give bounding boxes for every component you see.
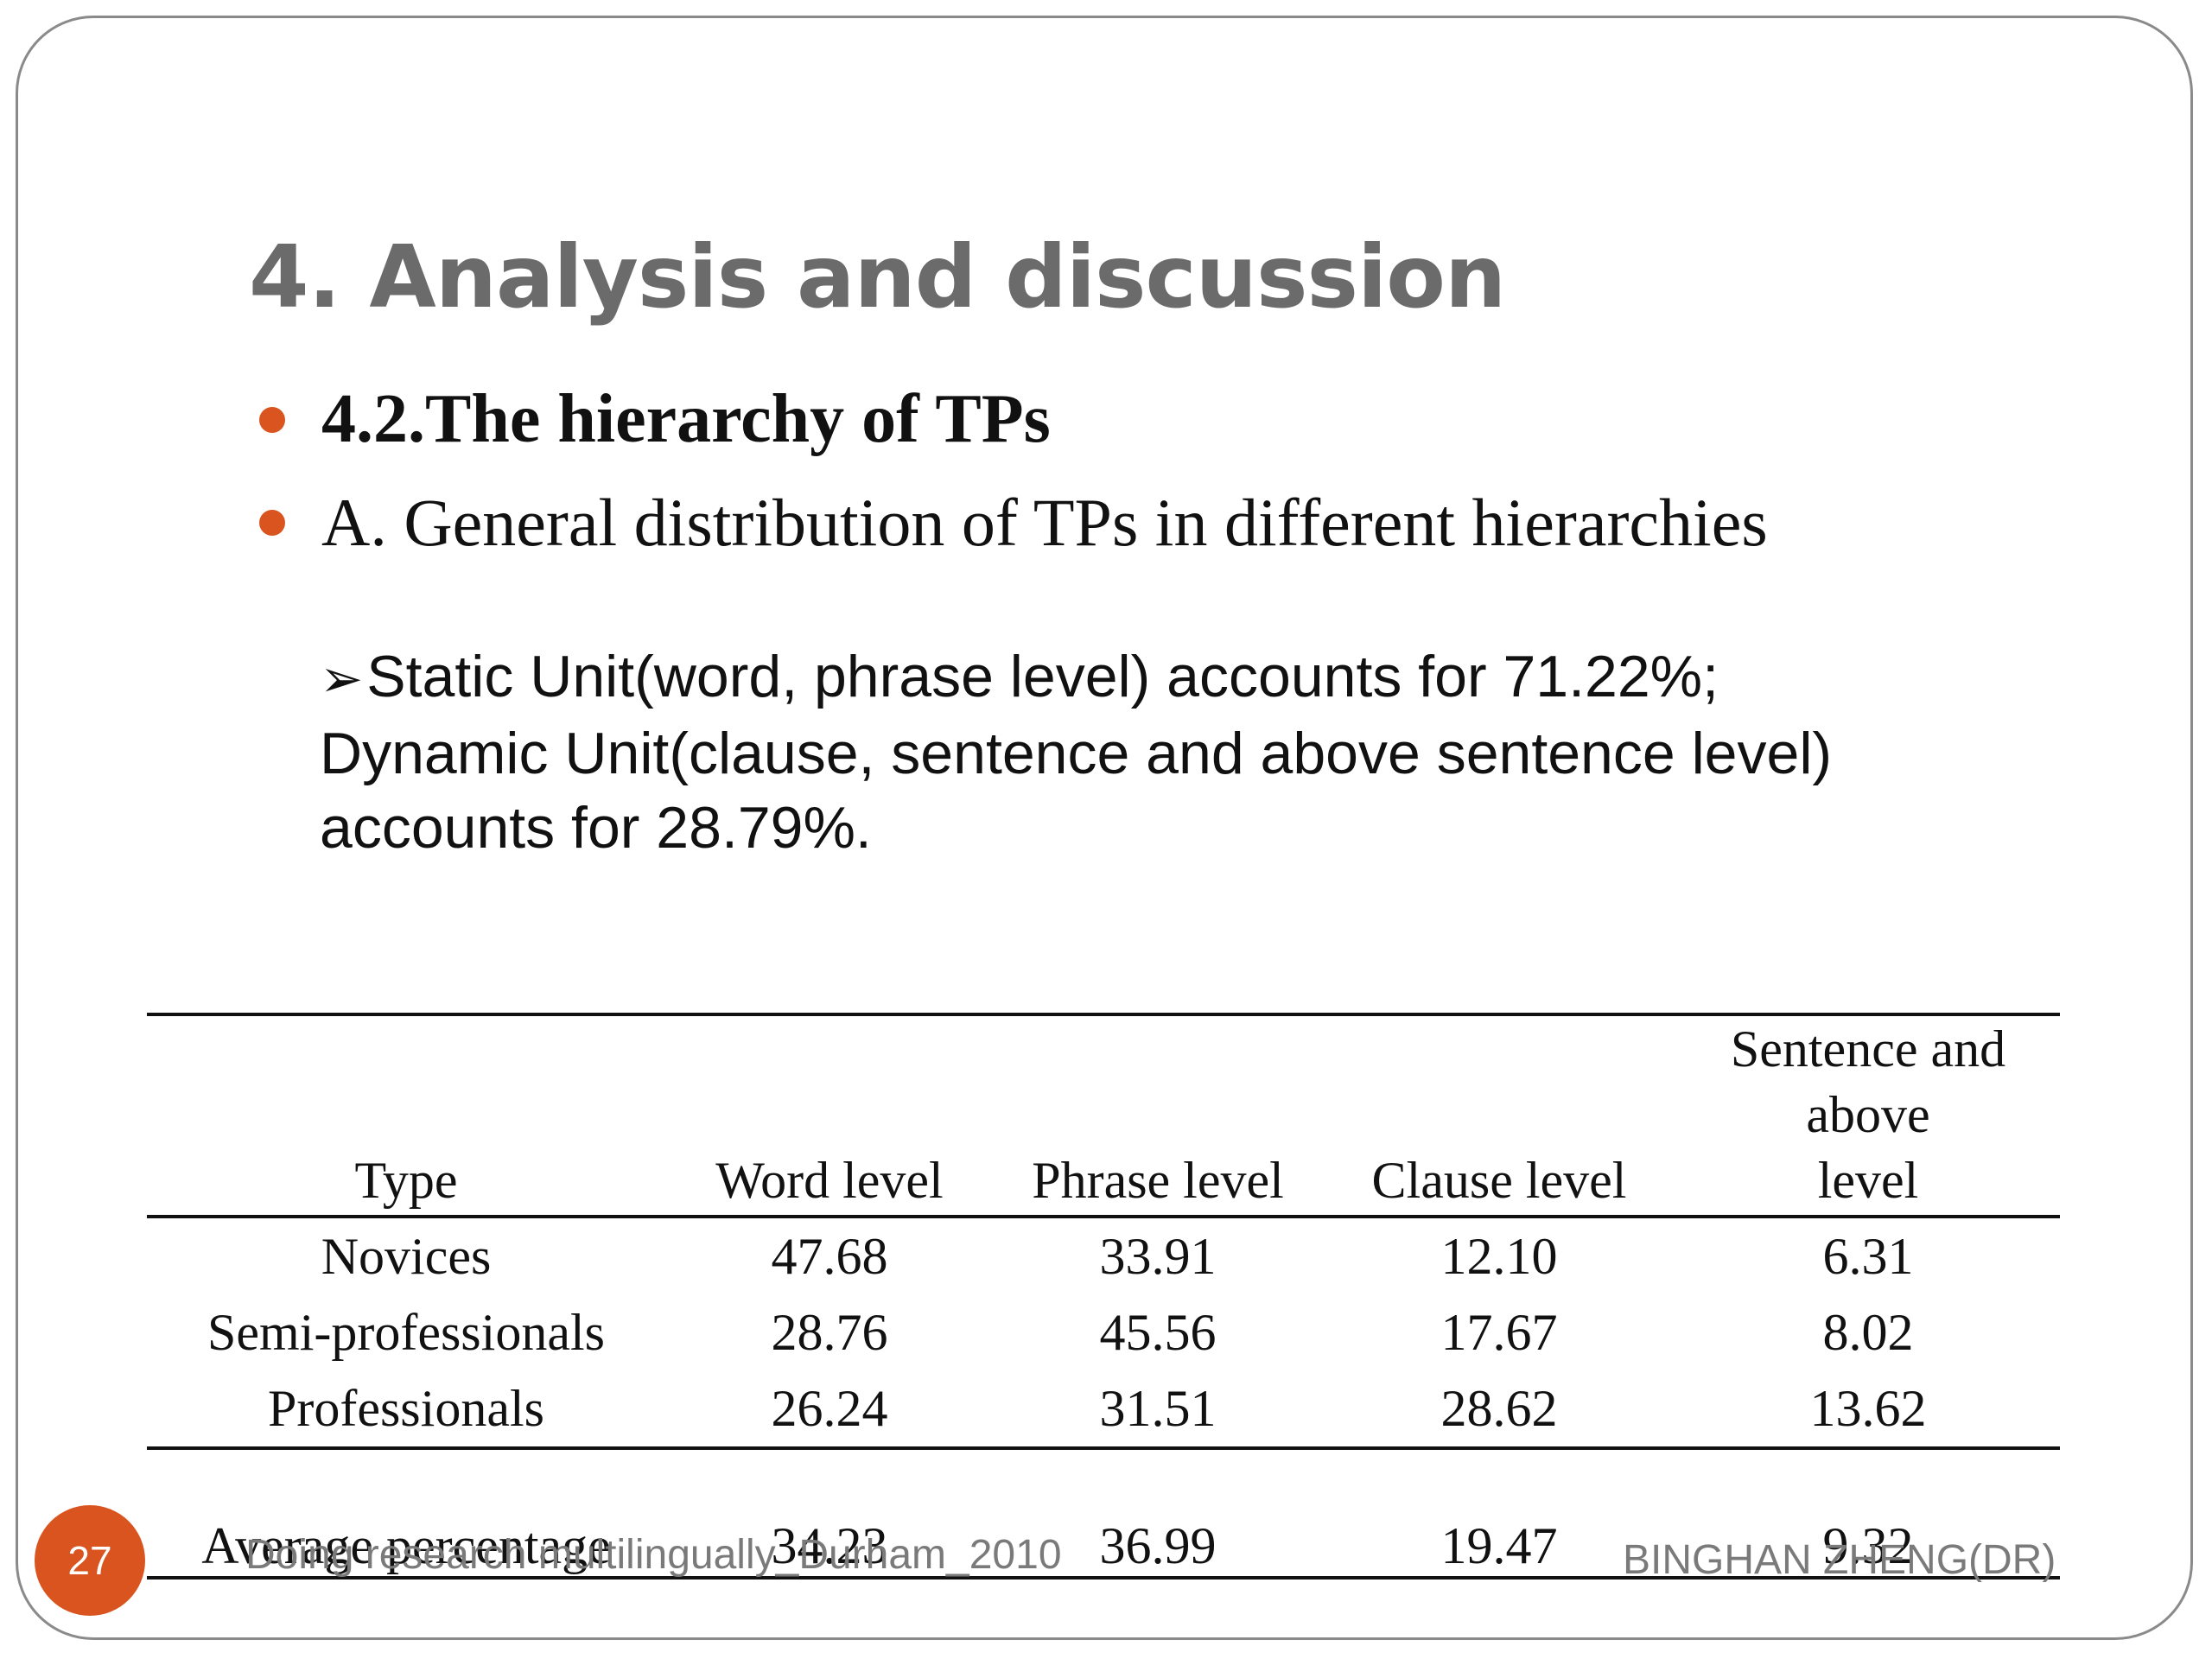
note-line-text: Static Unit(word, phrase level) accounts… [366, 644, 1719, 709]
header-sentence-level: Sentence and above level [1676, 1013, 2060, 1218]
bullet-text: 4.2.The hierarchy of TPs [321, 381, 1051, 457]
cell-clause: 12.10 [1440, 1227, 1558, 1285]
slide-frame [16, 16, 2193, 1640]
slide-title: 4. Analysis and discussion [249, 226, 1506, 327]
cell-word: 26.24 [665, 1370, 994, 1450]
cell-phrase: 45.56 [1099, 1303, 1217, 1361]
header-sentence-line2: level [1817, 1152, 1919, 1209]
cell-type: Novices [321, 1227, 492, 1285]
table-row: Semi-professionals 28.76 45.56 17.67 8.0… [147, 1294, 2060, 1370]
bullet-text: A. General distribution of TPs in differ… [321, 485, 1768, 560]
header-type: Type [147, 1013, 665, 1218]
cell-word: 47.68 [771, 1227, 888, 1285]
bullet-item-distribution: A. General distribution of TPs in differ… [259, 484, 1768, 562]
header-phrase-level: Phrase level [994, 1013, 1322, 1218]
note-line: ➢Static Unit(word, phrase level) account… [320, 639, 2005, 716]
note-line: accounts for 28.79%. [320, 795, 872, 861]
bullet-dot-icon [259, 510, 285, 536]
cell-sentence: 6.31 [1822, 1227, 1914, 1285]
table-row: Professionals 26.24 31.51 28.62 13.62 [147, 1370, 2060, 1450]
page-number-badge: 27 [35, 1505, 145, 1616]
cell-word: 28.76 [771, 1303, 888, 1361]
cell-sentence: 13.62 [1676, 1370, 2060, 1450]
cell-type: Semi-professionals [207, 1303, 605, 1361]
cell-type: Professionals [147, 1370, 665, 1450]
cell-phrase: 33.91 [1099, 1227, 1217, 1285]
note-line: Dynamic Unit(clause, sentence and above … [320, 721, 1833, 786]
cell-phrase: 36.99 [994, 1448, 1322, 1580]
table-header-row: Type Word level Phrase level Clause leve… [147, 1013, 2060, 1218]
footer-author: BINGHAN ZHENG(DR) [1623, 1537, 2056, 1583]
cell-clause: 28.62 [1322, 1370, 1676, 1450]
header-sentence-line1: Sentence and above [1730, 1020, 2006, 1143]
cell-clause: 17.67 [1440, 1303, 1558, 1361]
cell-sentence: 9.32 [1676, 1448, 2060, 1580]
bullet-item-hierarchy: 4.2.The hierarchy of TPs [259, 380, 1051, 459]
table-average-row: Average percentage 34.23 36.99 19.47 9.3… [147, 1448, 2060, 1580]
header-word-level: Word level [665, 1013, 994, 1218]
arrow-bullet-icon: ➢ [320, 650, 364, 708]
cell-word: 34.23 [665, 1448, 994, 1580]
cell-phrase: 31.51 [994, 1370, 1322, 1450]
cell-sentence: 8.02 [1822, 1303, 1914, 1361]
footer-conference: Doing research multilingually_Durham_201… [245, 1532, 1062, 1578]
distribution-table: Type Word level Phrase level Clause leve… [147, 1013, 2060, 1580]
bullet-dot-icon [259, 406, 285, 433]
table-row: Novices 47.68 33.91 12.10 6.31 [147, 1217, 2060, 1294]
cell-type: Average percentage [147, 1448, 665, 1580]
header-clause-level: Clause level [1322, 1013, 1676, 1218]
summary-note: ➢Static Unit(word, phrase level) account… [320, 639, 2005, 865]
cell-clause: 19.47 [1322, 1448, 1676, 1580]
